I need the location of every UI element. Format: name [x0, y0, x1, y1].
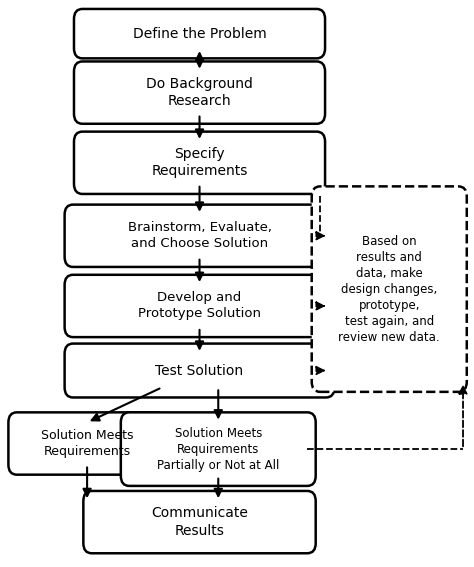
- Text: Solution Meets
Requirements
Partially or Not at All: Solution Meets Requirements Partially or…: [157, 426, 280, 472]
- Text: Communicate
Results: Communicate Results: [151, 506, 248, 538]
- FancyBboxPatch shape: [312, 187, 467, 392]
- FancyBboxPatch shape: [83, 491, 316, 553]
- Text: Based on
results and
data, make
design changes,
prototype,
test again, and
revie: Based on results and data, make design c…: [338, 235, 440, 344]
- Text: Test Solution: Test Solution: [155, 363, 244, 378]
- FancyBboxPatch shape: [64, 275, 335, 337]
- Text: Define the Problem: Define the Problem: [133, 27, 266, 41]
- Text: Specify
Requirements: Specify Requirements: [151, 147, 248, 179]
- FancyBboxPatch shape: [74, 132, 325, 194]
- FancyBboxPatch shape: [74, 9, 325, 58]
- Text: Do Background
Research: Do Background Research: [146, 77, 253, 108]
- FancyBboxPatch shape: [121, 412, 316, 486]
- Text: Solution Meets
Requirements: Solution Meets Requirements: [41, 429, 133, 458]
- Text: Develop and
Prototype Solution: Develop and Prototype Solution: [138, 291, 261, 320]
- FancyBboxPatch shape: [64, 344, 335, 397]
- Text: Brainstorm, Evaluate,
and Choose Solution: Brainstorm, Evaluate, and Choose Solutio…: [128, 221, 272, 250]
- FancyBboxPatch shape: [74, 61, 325, 124]
- FancyBboxPatch shape: [64, 205, 335, 267]
- FancyBboxPatch shape: [9, 412, 166, 475]
